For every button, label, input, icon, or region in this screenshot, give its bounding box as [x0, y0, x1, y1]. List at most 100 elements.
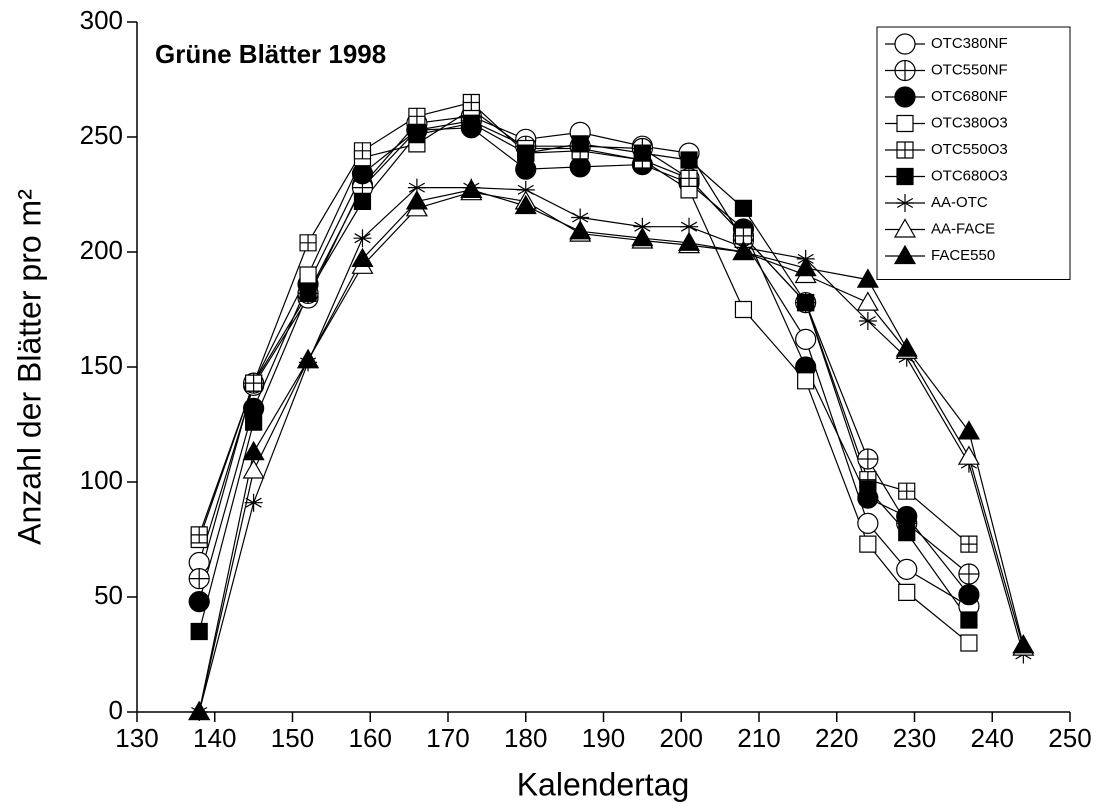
y-tick-label: 250: [80, 120, 123, 150]
legend-marker: [893, 218, 917, 238]
data-point: [407, 178, 426, 197]
x-tick-label: 200: [660, 723, 703, 753]
data-point: [569, 156, 591, 178]
x-tick-label: 250: [1048, 723, 1091, 753]
x-tick-label: 130: [115, 723, 158, 753]
legend-marker: [896, 194, 914, 212]
data-point: [569, 220, 592, 240]
series-line: [198, 108, 970, 644]
data-point: [299, 266, 317, 284]
data-point: [896, 558, 918, 580]
data-point: [857, 512, 879, 534]
data-point: [856, 268, 879, 288]
data-point: [297, 348, 320, 369]
data-point: [1012, 634, 1035, 654]
data-point: [677, 231, 701, 251]
x-axis-label: Kalendertag: [517, 766, 690, 802]
data-point: [895, 337, 918, 357]
legend-label: OTC380NF: [931, 35, 1008, 52]
x-tick-label: 150: [271, 723, 314, 753]
x-tick-label: 230: [893, 723, 936, 753]
data-point: [351, 163, 374, 185]
data-point: [857, 448, 879, 470]
data-point: [957, 445, 980, 465]
y-tick-label: 300: [80, 5, 123, 35]
data-point: [633, 217, 652, 236]
data-point: [190, 622, 208, 641]
y-tick-label: 50: [94, 580, 123, 610]
data-point: [856, 291, 879, 311]
data-point: [299, 284, 317, 302]
legend-label: OTC680O3: [931, 167, 1008, 184]
data-point: [734, 199, 753, 217]
data-point: [408, 126, 426, 144]
data-point: [734, 300, 753, 319]
data-point: [797, 372, 815, 390]
data-point: [680, 169, 698, 187]
legend-label: OTC680NF: [931, 88, 1008, 105]
legend-marker: [894, 59, 916, 82]
data-point: [242, 459, 265, 479]
legend-label: OTC550NF: [931, 61, 1008, 78]
data-point: [188, 591, 210, 613]
data-point: [408, 107, 426, 125]
data-point: [353, 192, 372, 210]
legend-marker: [894, 86, 916, 108]
data-point: [958, 584, 980, 606]
legend-label: AA-OTC: [931, 194, 988, 211]
y-tick-label: 100: [80, 465, 123, 495]
data-point: [680, 151, 698, 169]
legend-marker: [896, 141, 914, 159]
series-line: [198, 122, 970, 632]
y-tick-label: 200: [80, 235, 123, 265]
data-point: [797, 294, 815, 312]
x-tick-label: 140: [193, 723, 236, 753]
data-point: [958, 563, 980, 585]
data-point: [957, 420, 980, 440]
data-point: [244, 493, 263, 512]
x-tick-label: 240: [971, 723, 1014, 753]
data-point: [898, 583, 916, 601]
data-point: [462, 114, 480, 132]
y-axis-label: Anzahl der Blätter pro m²: [11, 189, 47, 545]
x-tick-label: 210: [737, 723, 780, 753]
data-point: [960, 634, 978, 652]
data-point: [571, 135, 589, 153]
data-point: [633, 144, 651, 162]
data-point: [631, 226, 654, 247]
data-point: [299, 234, 317, 252]
data-point: [858, 312, 877, 330]
data-point: [896, 505, 918, 528]
legend-label: OTC380O3: [931, 114, 1008, 131]
x-tick-label: 180: [504, 723, 547, 753]
data-point: [859, 480, 877, 498]
data-point: [514, 194, 537, 215]
data-point: [188, 700, 211, 721]
data-point: [680, 217, 699, 236]
legend-label: OTC550O3: [931, 141, 1008, 158]
data-point: [960, 535, 978, 553]
legend-label: FACE550: [931, 247, 995, 264]
data-point: [515, 158, 537, 180]
data-point: [732, 240, 755, 261]
x-tick-label: 160: [349, 723, 392, 753]
data-point: [351, 247, 374, 267]
data-point: [188, 568, 210, 590]
x-tick-label: 190: [582, 723, 625, 753]
data-point: [795, 328, 817, 350]
data-point: [898, 524, 916, 542]
data-point: [242, 440, 265, 461]
legend-label: AA-FACE: [931, 220, 995, 237]
data-point: [859, 535, 877, 553]
data-point: [960, 611, 978, 629]
data-point: [517, 144, 535, 162]
legend-marker: [896, 167, 914, 186]
data-point: [516, 180, 535, 199]
data-point: [353, 229, 372, 248]
data-point: [462, 93, 480, 112]
data-point: [353, 142, 372, 160]
legend-marker: [894, 33, 916, 55]
data-point: [571, 208, 590, 227]
y-tick-label: 0: [109, 695, 123, 725]
